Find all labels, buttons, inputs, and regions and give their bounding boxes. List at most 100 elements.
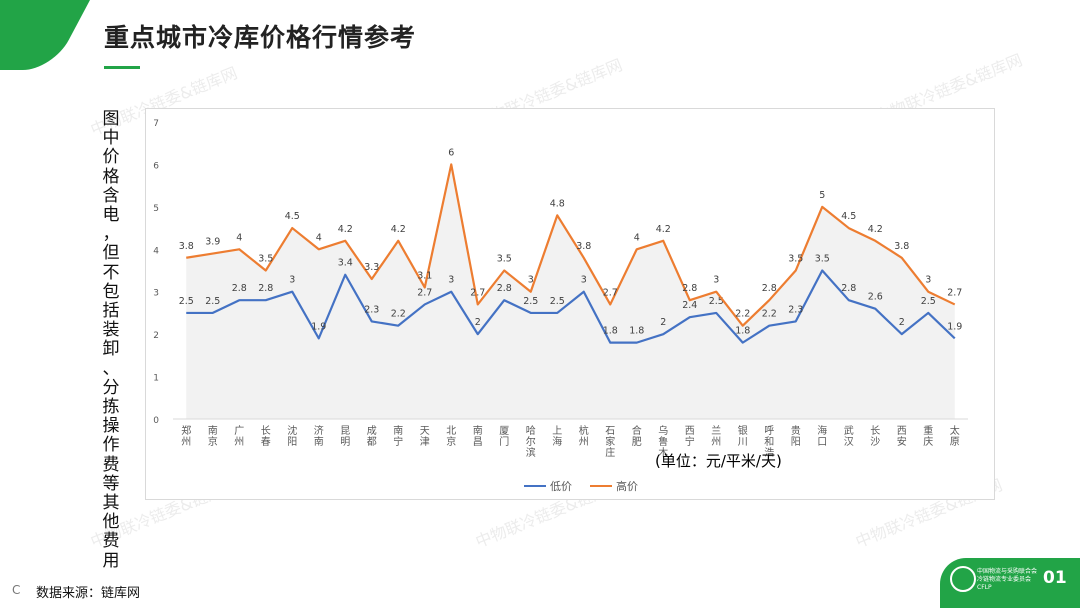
footnote-char: 其: [102, 493, 120, 514]
high-data-label: 3.8: [576, 241, 591, 252]
x-tick-label-char: 上: [552, 425, 562, 437]
price-footnote: 图中价格含电，但不包括装卸、分拣操作费等其他费用: [100, 109, 122, 571]
low-data-label: 2.5: [921, 296, 936, 307]
x-tick-label-char: 庄: [605, 446, 615, 459]
x-tick-label: 贵阳: [791, 424, 801, 448]
x-tick-label-char: 南: [473, 424, 483, 437]
high-data-label: 2.8: [682, 283, 697, 294]
low-data-label: 2.5: [179, 296, 194, 307]
x-tick-label-char: 天: [420, 426, 430, 437]
x-tick-label-char: 厦: [499, 425, 509, 437]
x-tick-label-char: 沙: [870, 436, 880, 448]
x-tick-label-char: 长: [870, 425, 880, 437]
low-data-label: 2.8: [232, 283, 247, 294]
x-tick-label: 上海: [552, 425, 562, 448]
x-tick-label-char: 阳: [287, 436, 297, 448]
x-tick-label-char: 州: [234, 436, 244, 448]
page-number: 01: [1043, 568, 1067, 588]
line-chart: 01234567郑州南京广州长春沈阳济南昆明成都南宁天津北京南昌厦门哈尔滨上海杭…: [153, 119, 968, 459]
footnote-char: 价: [102, 147, 120, 168]
x-tick-label-char: 西: [897, 426, 907, 437]
x-tick-label-char: 沈: [287, 424, 297, 437]
footnote-char: 但: [102, 243, 120, 264]
x-tick-label: 天津: [420, 426, 430, 448]
y-tick-label: 2: [153, 331, 159, 341]
footnote-char: 作: [102, 435, 120, 456]
x-tick-label-char: 州: [711, 436, 721, 448]
x-tick-label: 长春: [261, 425, 271, 448]
x-tick-label-char: 成: [367, 425, 377, 437]
x-tick-label-char: 木: [658, 447, 668, 459]
x-tick-label-char: 滨: [526, 446, 536, 459]
x-tick-label-char: 家: [605, 435, 615, 448]
data-source: 数据来源：链库网: [36, 586, 141, 601]
x-tick-label-char: 郑: [181, 424, 191, 437]
x-tick-label-char: 安: [897, 435, 907, 448]
x-tick-label-char: 昆: [340, 425, 350, 437]
x-tick-label: 沈阳: [287, 424, 297, 448]
low-data-label: 2.3: [364, 304, 379, 315]
footnote-char: 格: [102, 166, 120, 187]
high-data-label: 4: [634, 232, 640, 243]
low-data-label: 3: [448, 275, 454, 286]
footnote-char: 费: [102, 454, 120, 475]
x-tick-label-char: 口: [817, 437, 827, 448]
x-tick-label-char: 乌: [658, 424, 668, 437]
high-data-label: 3.5: [497, 254, 512, 265]
x-tick-label: 武汉: [844, 424, 854, 448]
footnote-char: ，: [102, 224, 120, 245]
low-data-label: 2.3: [788, 304, 803, 315]
x-tick-label: 兰州: [711, 424, 721, 448]
low-data-label: 2.7: [417, 287, 432, 298]
x-tick-label: 南宁: [393, 424, 403, 448]
high-data-label: 3: [528, 275, 534, 286]
low-data-label: 2.5: [205, 296, 220, 307]
x-tick-label-char: 原: [950, 436, 960, 448]
x-tick-label-char: 兰: [711, 424, 721, 437]
footnote-char: 等: [102, 473, 120, 494]
high-data-label: 4.8: [550, 198, 565, 209]
low-data-label: 1.8: [735, 326, 750, 337]
footnote-char: 用: [102, 550, 120, 571]
x-tick-label: 长沙: [870, 425, 880, 448]
x-tick-label-char: 川: [738, 437, 748, 448]
x-tick-label-char: 南: [208, 424, 218, 437]
x-tick-label: 杭州: [579, 424, 589, 448]
footnote-char: 图: [102, 109, 120, 129]
x-tick-label-char: 门: [499, 435, 509, 448]
footnote-char: 装: [102, 320, 120, 341]
low-data-label: 3: [581, 275, 587, 286]
high-data-label: 3: [925, 275, 931, 286]
footnote-char: 、: [102, 358, 120, 379]
x-tick-label-char: 太: [950, 424, 960, 437]
high-series-line: [186, 163, 956, 327]
high-data-label: 4: [236, 232, 242, 243]
high-data-label: 4.5: [841, 211, 856, 222]
high-data-label: 2.7: [947, 287, 962, 298]
high-data-label: 4.2: [338, 224, 353, 235]
low-data-label: 2.8: [841, 283, 856, 294]
high-data-label: 2.2: [735, 309, 750, 320]
low-data-label: 3.5: [815, 254, 830, 265]
x-tick-label-char: 济: [314, 424, 324, 437]
x-tick-label: 南昌: [473, 424, 483, 448]
low-data-label: 2: [899, 317, 905, 328]
legend-swatch-low: [524, 485, 546, 487]
x-tick-label-char: 呼: [764, 425, 774, 437]
x-tick-label: 呼和浩: [764, 425, 774, 459]
low-data-label: 1.8: [603, 326, 618, 337]
low-data-label: 2.5: [709, 296, 724, 307]
high-data-label: 3: [713, 275, 719, 286]
low-data-label: 1.8: [629, 326, 644, 337]
low-series-line: [186, 269, 956, 344]
x-tick-label-char: 明: [340, 436, 350, 448]
unit-note: (单位：元/平米/天): [655, 452, 782, 470]
x-tick-label-char: 京: [208, 435, 218, 448]
x-tick-label-char: 杭: [579, 424, 589, 437]
x-tick-label-char: 都: [367, 436, 377, 448]
x-tick-label: 郑州: [181, 424, 191, 448]
x-tick-label-char: 宁: [393, 435, 403, 448]
x-tick-label-char: 浩: [764, 447, 774, 459]
x-tick-label: 厦门: [499, 425, 509, 448]
footnote-char: 包: [102, 281, 120, 302]
